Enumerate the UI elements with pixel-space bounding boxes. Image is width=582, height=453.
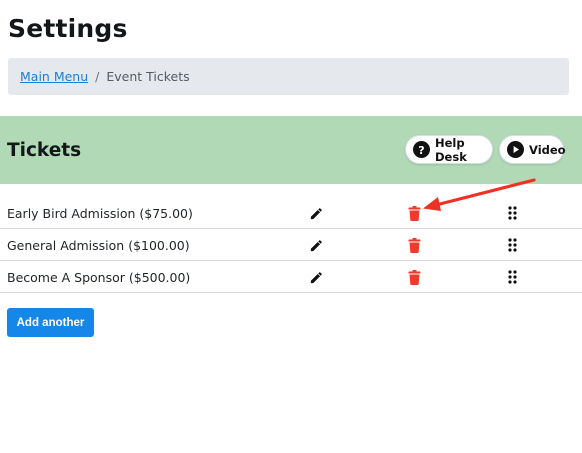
delete-ticket-button[interactable]	[406, 269, 422, 285]
ticket-label: Become A Sponsor ($500.00)	[7, 270, 191, 285]
breadcrumb-separator: /	[95, 69, 100, 84]
trash-icon	[408, 269, 420, 285]
ticket-row: Become A Sponsor ($500.00)	[0, 261, 582, 293]
page-title: Settings	[8, 14, 128, 43]
drag-handle-icon	[507, 270, 517, 284]
help-desk-label: Help Desk	[435, 135, 467, 164]
delete-ticket-button[interactable]	[406, 205, 422, 221]
help-desk-button[interactable]: ? Help Desk	[405, 135, 493, 164]
trash-icon	[408, 205, 420, 221]
add-another-button[interactable]: Add another	[7, 308, 94, 337]
edit-ticket-button[interactable]	[308, 237, 324, 253]
tickets-section-header: Tickets ? Help Desk Video	[0, 116, 582, 184]
edit-ticket-button[interactable]	[308, 269, 324, 285]
edit-ticket-button[interactable]	[308, 205, 324, 221]
breadcrumb-main-menu-link[interactable]: Main Menu	[20, 69, 89, 84]
svg-text:?: ?	[418, 144, 424, 157]
video-label: Video	[529, 142, 566, 157]
section-title: Tickets	[7, 140, 82, 161]
drag-handle[interactable]	[504, 237, 520, 253]
pencil-icon	[310, 207, 322, 219]
drag-handle-icon	[507, 206, 517, 220]
ticket-label: Early Bird Admission ($75.00)	[7, 206, 193, 221]
question-circle-icon: ?	[413, 141, 430, 158]
drag-handle-icon	[507, 238, 517, 252]
drag-handle[interactable]	[504, 205, 520, 221]
play-circle-icon	[507, 141, 524, 158]
drag-handle[interactable]	[504, 269, 520, 285]
ticket-list: Early Bird Admission ($75.00) General Ad…	[0, 197, 582, 293]
ticket-label: General Admission ($100.00)	[7, 238, 190, 253]
pencil-icon	[310, 239, 322, 251]
pencil-icon	[310, 271, 322, 283]
breadcrumb-current: Event Tickets	[106, 69, 190, 84]
breadcrumb: Main Menu / Event Tickets	[8, 58, 569, 95]
ticket-row: General Admission ($100.00)	[0, 229, 582, 261]
ticket-row: Early Bird Admission ($75.00)	[0, 197, 582, 229]
video-button[interactable]: Video	[499, 135, 566, 164]
delete-ticket-button[interactable]	[406, 237, 422, 253]
trash-icon	[408, 237, 420, 253]
